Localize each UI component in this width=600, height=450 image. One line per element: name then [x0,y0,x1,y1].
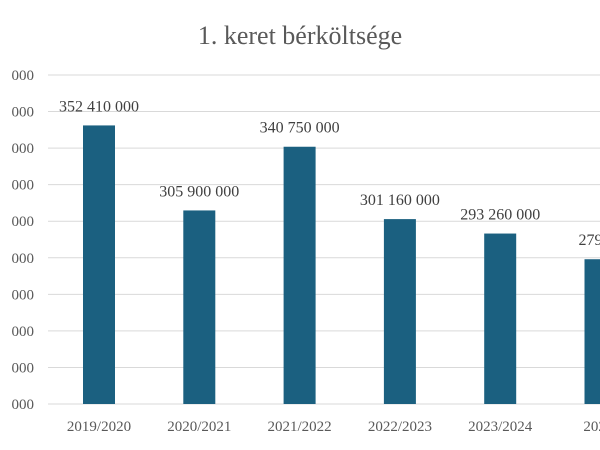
y-tick-label: 000 [12,251,35,267]
chart-title: 1. keret bérköltsége [198,21,402,50]
x-tick-label: 2019/2020 [67,419,131,435]
data-label: 293 260 000 [460,207,540,224]
bar [383,219,416,404]
x-tick-label: 2022/2023 [368,419,432,435]
y-tick-label: 000 [12,178,35,194]
data-label: 340 750 000 [260,120,340,137]
y-tick-label: 000 [12,287,35,303]
gridlines [48,74,600,405]
data-label: 305 900 000 [159,183,239,200]
y-tick-label: 000 [12,214,35,230]
y-tick-label: 000 [12,397,35,413]
x-tick-label: 2020/2021 [167,419,231,435]
bar [484,233,517,404]
y-tick-label: 000 [12,68,35,84]
data-label: 279 21 [579,232,600,249]
x-tick-label: 2021/2022 [268,419,332,435]
x-tick-label: 2023/2024 [468,419,533,435]
bar [183,210,216,404]
data-label: 301 160 000 [360,192,440,209]
bar [283,146,316,404]
data-labels: 352 410 000 305 900 000 340 750 000 301 160… [59,98,600,249]
x-axis-tick-labels: 2019/2020 2020/2021 2021/2022 2022/2023 2023… [67,419,600,435]
bar [83,125,115,404]
y-axis-tick-labels: 000 000 000 000 000 000 000 000 000 000 [12,68,35,413]
x-tick-label: 2024/ [583,419,600,435]
y-tick-label: 000 [12,360,35,376]
bar [584,259,600,404]
y-tick-label: 000 [12,141,35,157]
y-tick-label: 000 [12,105,35,121]
y-tick-label: 000 [12,324,35,340]
data-label: 352 410 000 [59,98,139,115]
bars [83,125,600,404]
